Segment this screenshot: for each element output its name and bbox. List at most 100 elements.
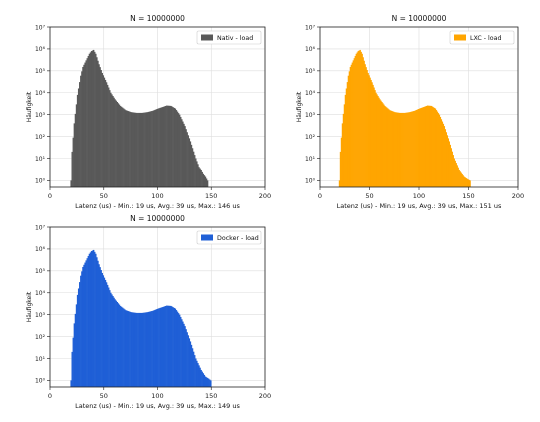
x-tick-label: 0 [48,192,52,200]
histogram-bar [162,106,165,187]
histogram-bar [436,111,439,187]
histogram-bar [446,135,449,187]
histogram-bar [440,119,443,187]
histogram-bar [116,301,119,387]
histogram-bar [134,112,137,187]
histogram-bar [376,94,378,187]
y-tick-label: 10³ [35,312,46,319]
histogram-bar [124,109,126,187]
histogram-bar [360,51,362,188]
histogram-bar [94,51,96,188]
histogram-bar [179,114,181,187]
histogram-bar [419,108,421,187]
histogram-bar [154,309,156,387]
histogram-bar [137,312,139,387]
histogram-bar [76,294,79,387]
histogram-bar [87,255,89,387]
histogram-bar [155,109,157,187]
histogram-bar [172,107,174,187]
histogram-bar [393,111,395,187]
y-tick-label: 10⁰ [35,178,46,185]
histogram-bar [140,112,142,187]
y-tick-label: 10⁴ [305,90,316,97]
histogram-bar [338,180,341,187]
y-tick-label: 10³ [305,112,316,119]
histogram-bar [143,112,145,187]
histogram-bar [131,312,134,387]
histogram-bar [381,101,383,187]
histogram-bar [156,109,158,187]
histogram-bar [133,112,136,187]
legend-box [196,30,262,45]
histogram-bar [151,111,153,187]
histogram-bar [424,106,427,187]
histogram-bar [99,67,101,187]
histogram-bar [350,64,352,187]
histogram-bar [74,113,77,187]
histogram-bar [101,272,103,387]
histogram-bar [192,151,195,187]
y-tick-label: 10² [305,134,316,141]
histogram-bar [409,112,411,187]
histogram-bar [448,141,450,187]
histogram-bar [190,144,193,187]
histogram-bar [103,277,106,387]
y-tick-label: 10¹ [35,156,46,163]
histogram-bar [84,62,86,188]
histogram-bar [380,100,382,187]
histogram-bar [144,312,146,387]
histogram-bar [133,312,136,387]
histogram-bar [169,305,171,387]
histogram-bar [91,250,94,387]
histogram-bar [431,106,434,187]
y-tick-label: 10⁶ [305,46,316,53]
histogram-bar [123,108,125,187]
histogram-bar [165,105,167,187]
histogram-bar [158,108,160,187]
histogram-bar [123,308,125,387]
legend-box [196,230,262,245]
histogram-bar [348,71,350,187]
histogram-bar [166,305,168,387]
x-tick-label: 100 [151,192,163,200]
histogram-bar [185,129,187,187]
histogram-bar [106,84,109,187]
histogram-bar [204,176,207,187]
histogram-bar [433,107,436,187]
histogram-bar [352,60,354,187]
histogram-bar [455,163,457,187]
histogram-bar [127,110,129,187]
y-tick-label: 10² [35,334,46,341]
histogram-bar [147,111,150,187]
y-tick-label: 10⁶ [35,46,46,53]
histogram-bar [148,311,151,387]
histogram-bar [451,151,453,187]
histogram-bar [402,112,404,187]
histogram-bar [457,167,459,187]
histogram-bar [441,121,444,187]
histogram-bar [459,171,461,187]
histogram-bar [167,105,169,187]
histogram-bar [170,105,172,187]
histogram-bar [90,251,93,387]
histogram-bar [367,72,369,187]
histogram-bar [142,112,144,187]
legend: Docker - load [196,230,262,245]
histogram-bar [144,112,146,187]
histogram-bar [460,172,462,187]
histogram-bar [203,175,206,187]
histogram-bar [163,306,166,387]
histogram-bar [131,112,134,187]
legend-swatch [201,34,213,41]
histogram-bar [373,87,375,187]
histogram-bar [398,112,400,187]
histogram-bar [385,106,387,187]
histogram-bar [125,310,127,387]
histogram-bar [353,58,355,187]
histogram-bar [97,260,99,387]
histogram-bar [77,288,80,387]
histogram-bar [138,112,140,187]
histogram-bar [134,312,137,387]
histogram-bar [176,311,179,387]
